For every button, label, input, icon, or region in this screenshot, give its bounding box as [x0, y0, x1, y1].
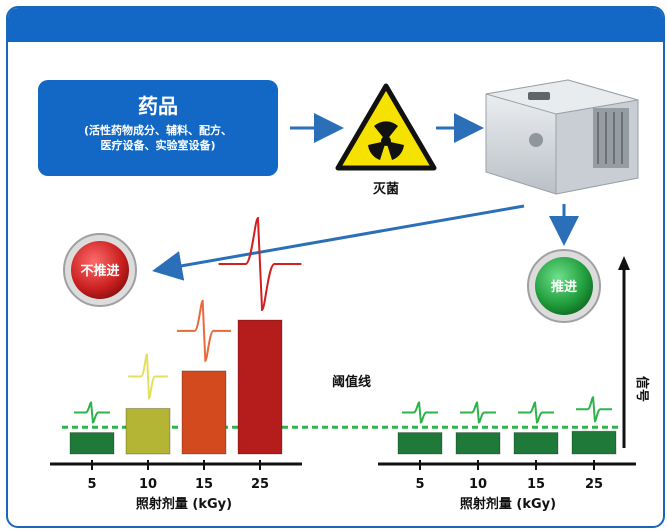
- leftChart-bar: [125, 407, 171, 455]
- rightChart-bar: [571, 430, 617, 455]
- leftChart-tick-label: 5: [87, 477, 96, 492]
- right-chart: 5 10 15 25: [378, 396, 636, 492]
- left-chart: 5 10 15 25: [50, 216, 302, 492]
- rightChart-signal: [460, 401, 496, 424]
- leftChart-tick-label: 15: [195, 477, 213, 492]
- leftChart-signal: [218, 216, 302, 312]
- no-advance-button: 不推进: [63, 233, 137, 307]
- rightChart-signal: [402, 401, 438, 424]
- header-band: [8, 8, 663, 42]
- esr-spectrometer-icon: [485, 79, 639, 195]
- leftChart-signal: [177, 299, 231, 362]
- no-advance-label: 不推进: [80, 263, 119, 279]
- diagram-frame: 药品 (活性药物成分、辅料、配方、 医疗设备、实验室设备): [6, 6, 665, 528]
- arrow-machine-to-no-advance: [152, 204, 525, 281]
- leftChart-signal: [128, 353, 168, 400]
- drug-subtitle-1: (活性药物成分、辅料、配方、: [83, 124, 233, 137]
- advance-label: 推进: [551, 279, 577, 295]
- rightChart-bar: [513, 432, 559, 455]
- signal-axis-label: 信号: [634, 376, 650, 402]
- leftChart-bar: [181, 370, 227, 455]
- rightChart-tick-label: 5: [415, 477, 424, 492]
- drug-box: 药品 (活性药物成分、辅料、配方、 医疗设备、实验室设备): [38, 80, 278, 176]
- rightChart-tick-label: 15: [527, 477, 545, 492]
- threshold-label: 阈值线: [332, 374, 371, 390]
- left-x-label: 照射剂量 (kGy): [136, 496, 232, 512]
- rightChart-tick-label: 10: [469, 477, 487, 492]
- leftChart-signal: [74, 401, 110, 424]
- radiation-warning-icon: [335, 83, 437, 171]
- rightChart-bar: [455, 432, 501, 455]
- advance-button: 推进: [527, 249, 601, 323]
- rightChart-tick-label: 25: [585, 477, 603, 492]
- rightChart-signal: [576, 396, 612, 423]
- drug-title: 药品: [138, 94, 178, 118]
- diagram-svg: 不推进 推进 灭菌 阈值线 信号 5 10 15 25 5 10 15 25 照射剂量 (k…: [50, 79, 650, 512]
- leftChart-tick-label: 10: [139, 477, 157, 492]
- rightChart-signal: [518, 401, 554, 424]
- right-x-label: 照射剂量 (kGy): [460, 496, 556, 512]
- leftChart-bar: [69, 432, 115, 455]
- signal-axis-arrow: [618, 256, 630, 270]
- leftChart-tick-label: 25: [251, 477, 269, 492]
- rightChart-bar: [397, 432, 443, 455]
- drug-subtitle-2: 医疗设备、实验室设备): [100, 139, 216, 152]
- sterilization-label: 灭菌: [372, 181, 399, 197]
- leftChart-bar: [237, 319, 283, 455]
